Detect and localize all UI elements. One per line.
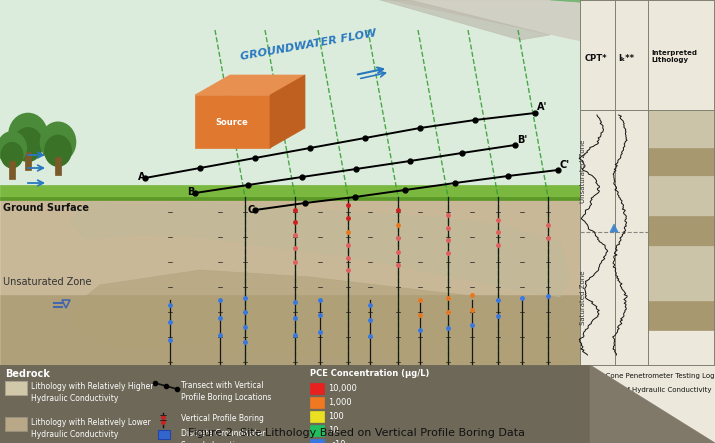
Text: Bedrock: Bedrock: [5, 369, 50, 379]
Polygon shape: [0, 295, 580, 365]
Bar: [0, 365, 715, 443]
Polygon shape: [380, 0, 550, 40]
Polygon shape: [195, 75, 305, 95]
Text: Vertical Profile Boring: Vertical Profile Boring: [181, 414, 264, 423]
Text: PCE Concentration (μg/L): PCE Concentration (μg/L): [310, 369, 430, 378]
Bar: [310, 411, 324, 422]
Text: Saturated Zone: Saturated Zone: [580, 271, 586, 325]
Bar: [55, 157, 61, 175]
Ellipse shape: [9, 113, 47, 156]
Ellipse shape: [41, 122, 76, 162]
Bar: [648, 216, 715, 246]
Bar: [648, 110, 715, 148]
Text: Unsaturated Zone: Unsaturated Zone: [580, 139, 586, 203]
Text: Unsaturated Zone: Unsaturated Zone: [3, 277, 92, 287]
Polygon shape: [270, 75, 305, 148]
Text: Source: Source: [215, 117, 248, 127]
Bar: [648, 176, 715, 216]
Text: Lithology with Relatively Higher
Hydraulic Conductivity: Lithology with Relatively Higher Hydraul…: [31, 382, 154, 403]
Text: A: A: [138, 172, 145, 182]
Text: 10,000: 10,000: [328, 384, 357, 393]
Polygon shape: [195, 95, 270, 148]
Polygon shape: [0, 185, 580, 197]
Bar: [648, 148, 715, 176]
Bar: [25, 152, 31, 170]
Text: 100: 100: [328, 412, 344, 421]
Bar: [648, 246, 715, 301]
Polygon shape: [550, 0, 715, 50]
Bar: [5, 417, 27, 431]
Ellipse shape: [1, 143, 23, 168]
Text: B': B': [517, 135, 527, 145]
Polygon shape: [0, 197, 580, 295]
Polygon shape: [0, 197, 580, 200]
Bar: [158, 430, 170, 439]
Text: C: C: [247, 205, 255, 215]
Polygon shape: [70, 202, 570, 297]
Text: CPT*: CPT*: [585, 54, 608, 62]
Polygon shape: [590, 365, 715, 443]
Polygon shape: [0, 365, 580, 443]
Text: Iₖ**: Iₖ**: [618, 54, 634, 62]
Bar: [310, 439, 324, 443]
Text: **Iₖ:  Index of Hydraulic Conductivity: **Iₖ: Index of Hydraulic Conductivity: [583, 387, 711, 393]
Ellipse shape: [45, 136, 72, 166]
Ellipse shape: [14, 128, 42, 161]
Text: Ground Surface: Ground Surface: [3, 203, 89, 213]
Polygon shape: [0, 0, 580, 197]
Polygon shape: [610, 224, 618, 232]
Text: Figure 2. Site Lithology Based on Vertical Profile Boring Data: Figure 2. Site Lithology Based on Vertic…: [189, 428, 526, 438]
Polygon shape: [390, 0, 715, 70]
Bar: [648, 301, 715, 330]
Bar: [0, 365, 590, 443]
Text: <10: <10: [328, 440, 345, 443]
Text: B: B: [187, 187, 194, 197]
Polygon shape: [70, 270, 575, 375]
Text: 10: 10: [328, 426, 338, 435]
Bar: [310, 397, 324, 408]
Bar: [9, 161, 15, 179]
Text: *CPT:  Cone Penetrometer Testing Log: *CPT: Cone Penetrometer Testing Log: [583, 373, 714, 379]
Text: Interpreted
Lithology: Interpreted Lithology: [651, 50, 697, 62]
Bar: [5, 381, 27, 395]
Text: Lithology with Relatively Lower
Hydraulic Conductivity: Lithology with Relatively Lower Hydrauli…: [31, 418, 151, 439]
Polygon shape: [580, 0, 715, 443]
Bar: [580, 0, 715, 443]
Text: Discrete Groundwater
Sample Location: Discrete Groundwater Sample Location: [181, 429, 265, 443]
Text: C': C': [560, 160, 570, 170]
Text: 1,000: 1,000: [328, 398, 352, 407]
Text: GROUNDWATER FLOW: GROUNDWATER FLOW: [240, 28, 378, 62]
Polygon shape: [0, 0, 715, 205]
Ellipse shape: [0, 132, 26, 164]
Bar: [310, 383, 324, 394]
Text: A': A': [537, 102, 548, 112]
Text: Transect with Vertical
Profile Boring Locations: Transect with Vertical Profile Boring Lo…: [181, 381, 272, 402]
Text: Saturated Zone: Saturated Zone: [3, 368, 89, 378]
Bar: [310, 425, 324, 436]
